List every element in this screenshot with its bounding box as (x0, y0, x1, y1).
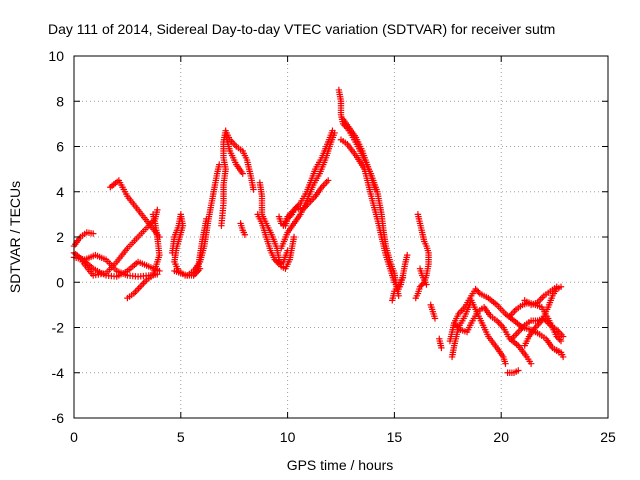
data-point (154, 271, 161, 278)
data-point (438, 344, 445, 352)
data-point (423, 281, 430, 288)
data-point (241, 231, 249, 238)
y-axis-label: SDTVAR / TECUs (7, 181, 23, 293)
data-point (404, 251, 411, 259)
x-tick-label: 20 (493, 429, 509, 445)
data-point (324, 177, 332, 184)
data-point (250, 186, 257, 193)
data-point (271, 256, 278, 263)
x-tick-label: 10 (280, 429, 296, 445)
y-tick-label: 8 (56, 93, 64, 109)
data-point (472, 285, 479, 293)
data-point (154, 206, 161, 214)
data-point (473, 287, 481, 294)
chart-title: Day 111 of 2014, Sidereal Day-to-day VTE… (48, 21, 555, 37)
x-tick-label: 25 (600, 429, 616, 445)
y-tick-label: -6 (52, 410, 65, 426)
data-point (556, 336, 563, 343)
data-point (502, 360, 509, 367)
data-point (193, 269, 200, 276)
x-tick-label: 0 (70, 429, 78, 445)
data-point (191, 270, 199, 278)
y-tick-label: 10 (48, 48, 64, 64)
data-point (431, 315, 439, 322)
y-tick-label: -2 (52, 320, 65, 336)
data-point (412, 294, 419, 302)
data-point (475, 288, 482, 296)
data-point (399, 274, 407, 281)
data-point (557, 337, 565, 345)
data-point (553, 283, 560, 290)
y-tick-label: -4 (52, 365, 65, 381)
data-point (527, 360, 535, 367)
data-point (190, 272, 197, 279)
y-tick-label: 6 (56, 139, 64, 155)
data-point (553, 333, 560, 340)
x-tick-label: 15 (387, 429, 403, 445)
data-point (284, 247, 291, 254)
data-point (203, 215, 210, 223)
y-tick-label: 2 (56, 229, 64, 245)
axis-ticks: 0 5 10 15 20 25 -6 -4 -2 0 2 4 6 8 10 (48, 48, 616, 445)
data-point (273, 257, 280, 265)
y-tick-label: 0 (56, 274, 64, 290)
data-point (216, 161, 223, 168)
data-point (559, 353, 567, 361)
x-tick-label: 5 (177, 429, 185, 445)
data-point (418, 282, 425, 289)
data-point (515, 367, 522, 374)
data-point (331, 129, 338, 137)
data-point (395, 292, 402, 300)
data-point (149, 211, 157, 218)
data-point (239, 170, 246, 177)
x-axis-label: GPS time / hours (287, 457, 394, 473)
data-point (90, 230, 97, 237)
data-point (371, 186, 379, 193)
data-points (70, 86, 567, 376)
data-point (554, 334, 562, 342)
y-tick-label: 4 (56, 184, 64, 200)
data-point (290, 233, 298, 241)
data-point (559, 333, 567, 340)
